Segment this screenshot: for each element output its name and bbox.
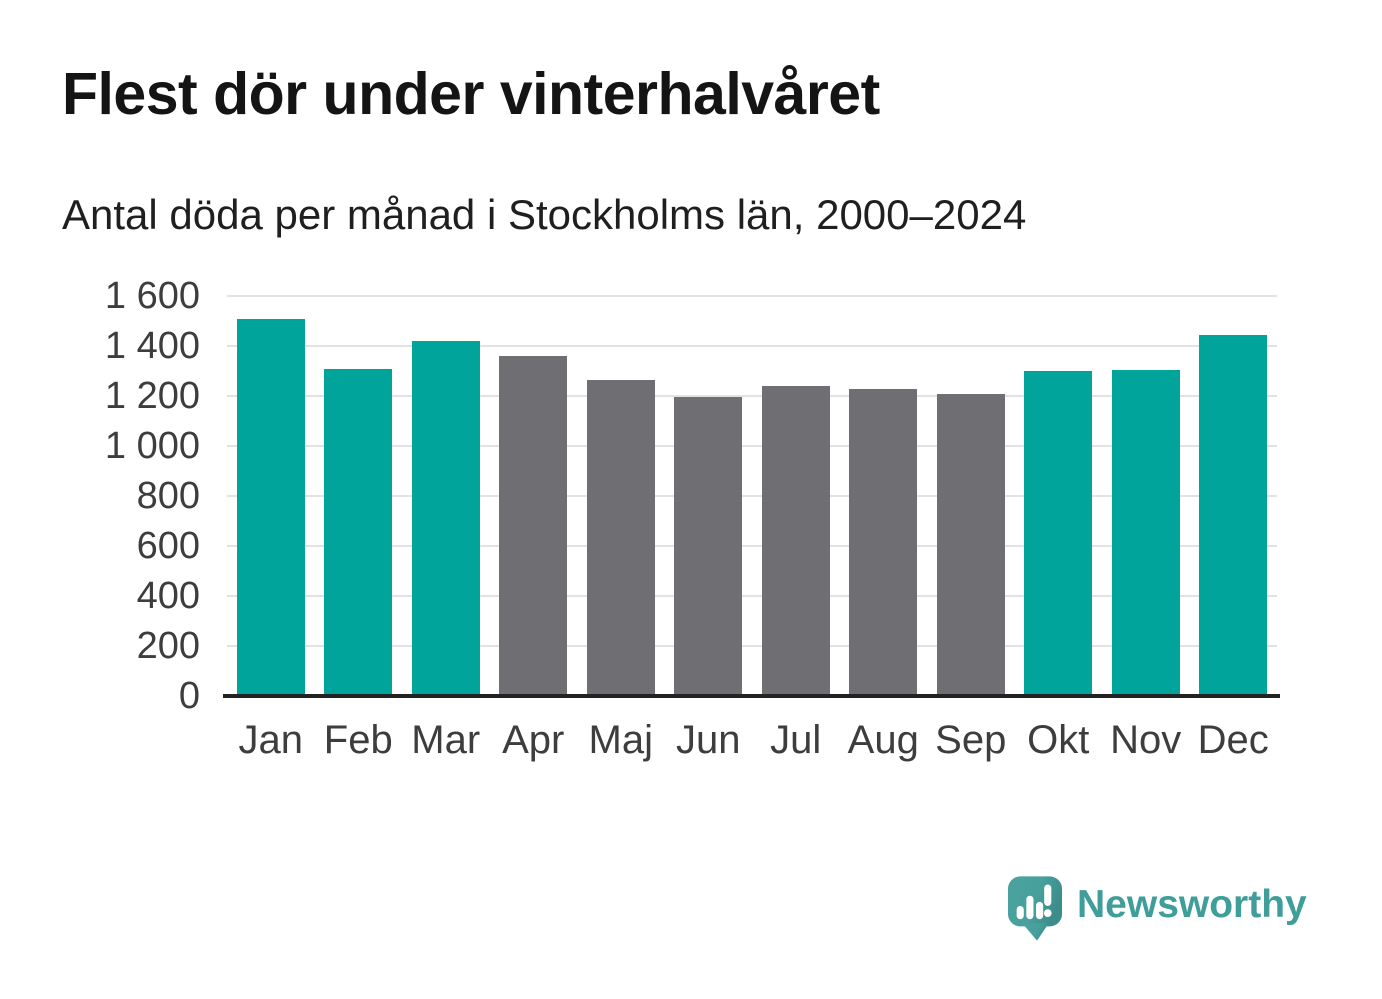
bar-feb	[324, 368, 393, 696]
brand-footer: Newsworthy	[1008, 876, 1307, 942]
x-axis-labels: Jan Feb Mar Apr Maj Jun Jul Aug Sep Okt Nov Dec	[227, 716, 1277, 764]
x-tick-label-okt: Okt	[1027, 718, 1090, 762]
x-tick-label-nov: Nov	[1110, 718, 1182, 762]
brand-name: Newsworthy	[1077, 883, 1307, 926]
x-tick-label-apr: Apr	[502, 718, 565, 762]
bar-dec	[1199, 334, 1268, 696]
y-gridline-400	[227, 595, 1277, 597]
x-tick-label-sep: Sep	[935, 718, 1007, 762]
y-gridline-1200	[227, 395, 1277, 397]
x-tick-label-dec: Dec	[1197, 718, 1269, 762]
y-gridline-1000	[227, 445, 1277, 447]
y-tick-label-600: 600	[136, 525, 200, 567]
x-tick-label-jun: Jun	[676, 718, 741, 762]
page-title: Flest dör under vinterhalvåret	[62, 61, 880, 127]
y-gridline-800	[227, 495, 1277, 497]
y-axis-labels: 0 200 400 600 800 1 000 1 200 1 400 1 600	[0, 0, 200, 999]
bar-mar	[411, 341, 480, 696]
chart-subtitle: Antal döda per månad i Stockholms län, 2…	[62, 191, 1027, 238]
x-tick-label-feb: Feb	[323, 718, 393, 762]
y-tick-label-1600: 1 600	[104, 275, 200, 317]
x-tick-label-maj: Maj	[588, 718, 653, 762]
bar-jul	[761, 386, 830, 696]
bar-nov	[1111, 369, 1180, 696]
y-tick-label-200: 200	[136, 625, 200, 667]
bar-sep	[936, 393, 1005, 696]
y-tick-label-400: 400	[136, 575, 200, 617]
bar-maj	[586, 379, 655, 696]
x-tick-label-jan: Jan	[238, 718, 304, 762]
bar-group	[227, 296, 1277, 696]
bar-aug	[849, 388, 918, 696]
plot-area	[223, 295, 1280, 698]
x-axis-line	[223, 694, 1280, 698]
x-tick-label-jul: Jul	[770, 718, 822, 762]
logo-bar-chart-glyph	[1016, 884, 1052, 920]
y-tick-label-1200: 1 200	[104, 375, 200, 417]
y-gridline-600	[227, 545, 1277, 547]
x-tick-label-aug: Aug	[847, 718, 919, 762]
y-gridline-1400	[227, 345, 1277, 347]
y-tick-label-1000: 1 000	[104, 425, 200, 467]
y-tick-label-1400: 1 400	[104, 325, 200, 367]
y-tick-label-0: 0	[178, 675, 200, 717]
newsworthy-logo-icon	[1008, 876, 1062, 941]
y-gridline-1600	[227, 295, 1277, 297]
x-tick-label-mar: Mar	[411, 718, 481, 762]
bar-jun	[674, 397, 743, 696]
bar-apr	[499, 356, 568, 696]
y-tick-label-800: 800	[136, 475, 200, 517]
bar-okt	[1024, 371, 1093, 696]
bar-jan	[236, 318, 305, 696]
y-gridline-200	[227, 645, 1277, 647]
